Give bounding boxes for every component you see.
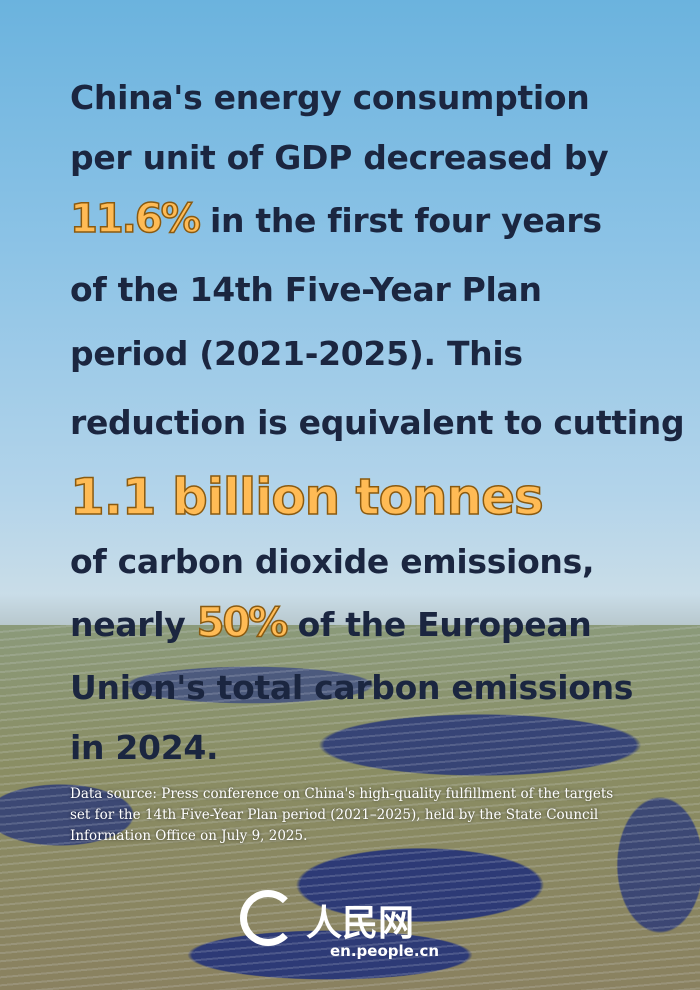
headline-line-1: China's energy consumption — [70, 78, 590, 117]
logo-url: en.people.cn — [330, 942, 440, 960]
people-daily-logo: 人民网 en.people.cn — [240, 890, 450, 965]
data-source-note: Data source: Press conference on China's… — [70, 786, 614, 844]
headline-line-11: in 2024. — [70, 728, 219, 767]
logo-chinese-text: 人民网 — [306, 902, 415, 944]
headline-line-10: Union's total carbon emissions — [70, 668, 634, 707]
solar-farm-photo — [0, 625, 700, 990]
highlight-co2-tonnes: 1.1 billion tonnes — [69, 467, 544, 527]
headline-line-5: period (2021-2025). This — [70, 334, 523, 373]
headline-text: nearly — [70, 605, 197, 644]
headline-line-8: of carbon dioxide emissions, — [70, 542, 595, 581]
headline-text: of the European — [286, 605, 592, 644]
highlight-eu-share: 50% — [196, 599, 289, 647]
highlight-percent-reduction: 11.6% — [69, 195, 201, 243]
headline-line-3: 11.6% in the first four years — [69, 195, 602, 243]
headline-line-7: 1.1 billion tonnes — [69, 467, 544, 527]
headline-line-6: reduction is equivalent to cutting — [70, 403, 685, 442]
headline-text: in the first four years — [198, 201, 602, 240]
headline-line-9: nearly 50% of the European — [70, 599, 592, 647]
logo-emblem-icon — [240, 890, 296, 946]
solar-panel-rows — [0, 625, 700, 990]
headline-line-2: per unit of GDP decreased by — [70, 138, 609, 177]
headline-line-4: of the 14th Five-Year Plan — [70, 270, 542, 309]
